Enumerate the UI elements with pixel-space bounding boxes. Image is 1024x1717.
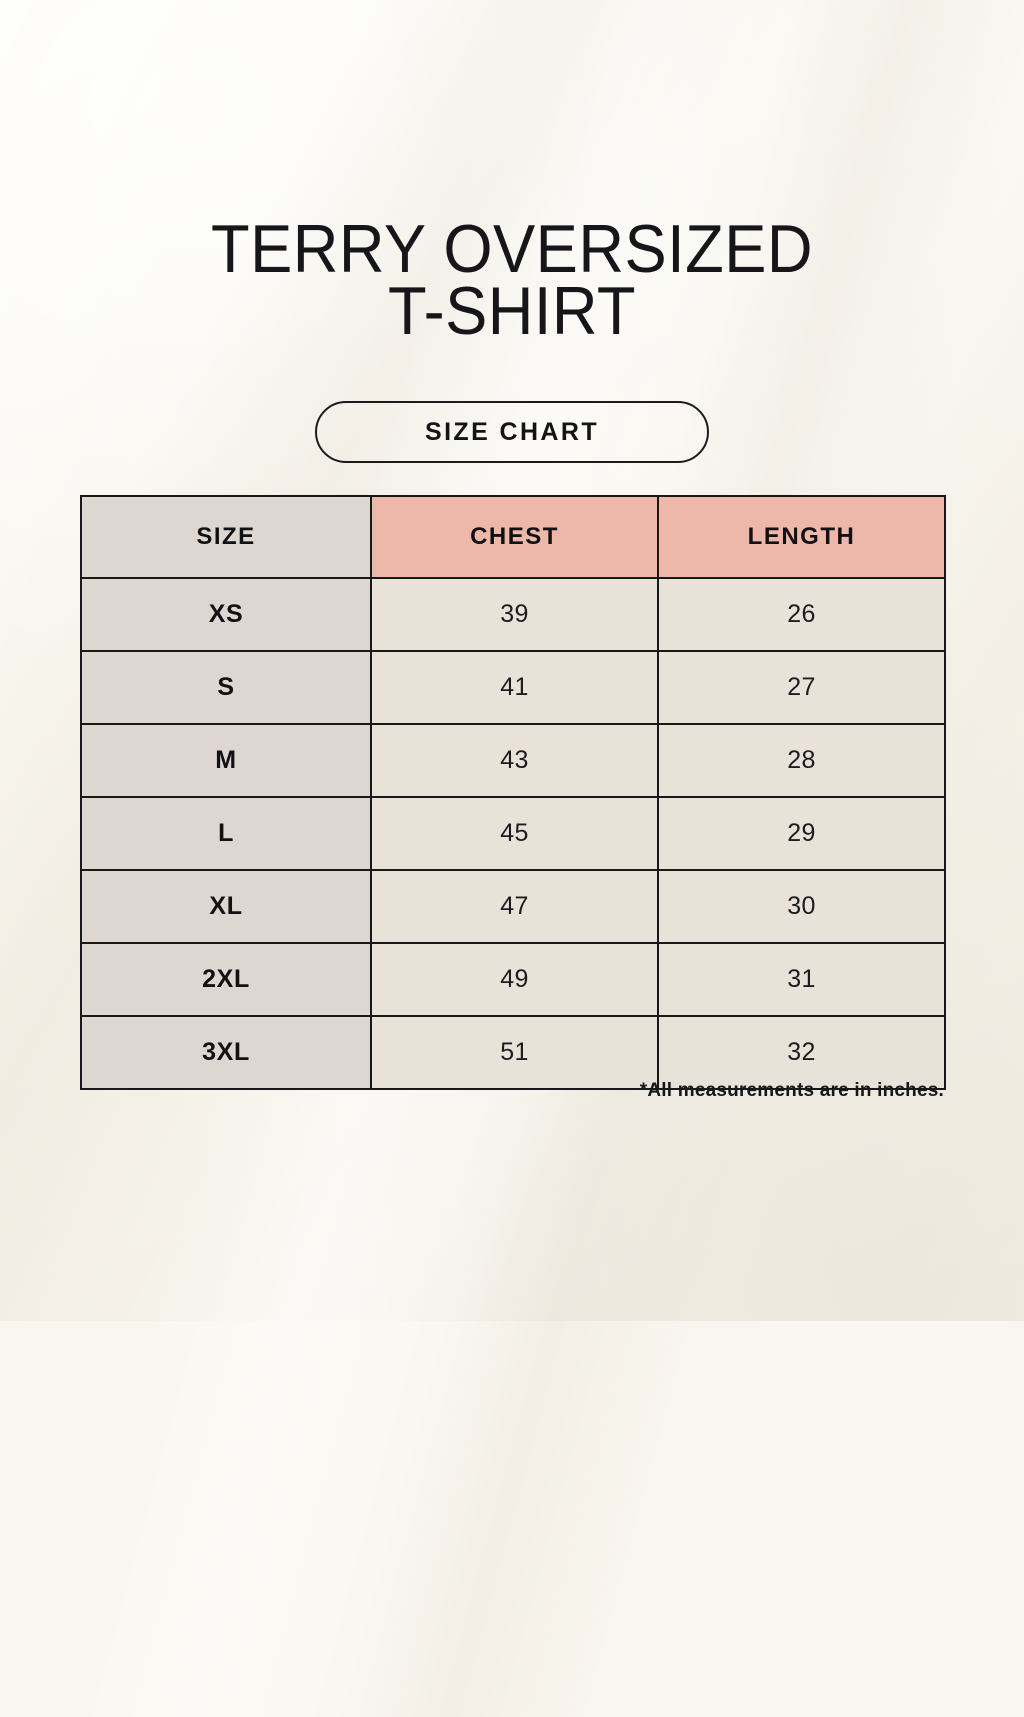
cell-chest: 45 (370, 796, 659, 871)
cell-length: 26 (657, 577, 946, 652)
size-chart-table: SIZE CHEST LENGTH XS 39 26 S 41 27 M 43 … (80, 495, 946, 1090)
cell-chest: 47 (370, 869, 659, 944)
cell-length: 31 (657, 942, 946, 1017)
column-header-length: LENGTH (657, 495, 946, 579)
cell-length: 29 (657, 796, 946, 871)
cell-chest: 49 (370, 942, 659, 1017)
table-row: S 41 27 (80, 650, 946, 725)
cell-chest: 39 (370, 577, 659, 652)
cell-size: S (80, 650, 372, 725)
table-row: L 45 29 (80, 796, 946, 871)
table-row: 2XL 49 31 (80, 942, 946, 1017)
title-line-2: T-SHIRT (387, 273, 637, 349)
cell-size: XS (80, 577, 372, 652)
cell-size: 3XL (80, 1015, 372, 1090)
cell-chest: 51 (370, 1015, 659, 1090)
size-chart-badge: SIZE CHART (315, 401, 709, 463)
cell-size: XL (80, 869, 372, 944)
cell-size: L (80, 796, 372, 871)
measurement-unit-note: *All measurements are in inches. (639, 1080, 944, 1101)
column-header-size: SIZE (80, 495, 372, 579)
table-row: XL 47 30 (80, 869, 946, 944)
cell-chest: 43 (370, 723, 659, 798)
cell-length: 28 (657, 723, 946, 798)
size-chart-badge-wrap: SIZE CHART (0, 401, 1024, 463)
cell-length: 32 (657, 1015, 946, 1090)
cell-size: M (80, 723, 372, 798)
page-title: TERRY OVERSIZED T-SHIRT (0, 211, 1024, 349)
column-header-chest: CHEST (370, 495, 659, 579)
table-header-row: SIZE CHEST LENGTH (80, 495, 946, 579)
cell-length: 27 (657, 650, 946, 725)
table-row: M 43 28 (80, 723, 946, 798)
title-line-1: TERRY OVERSIZED (210, 211, 814, 287)
cell-chest: 41 (370, 650, 659, 725)
table-row: XS 39 26 (80, 577, 946, 652)
cell-size: 2XL (80, 942, 372, 1017)
table-row: 3XL 51 32 (80, 1015, 946, 1090)
cell-length: 30 (657, 869, 946, 944)
